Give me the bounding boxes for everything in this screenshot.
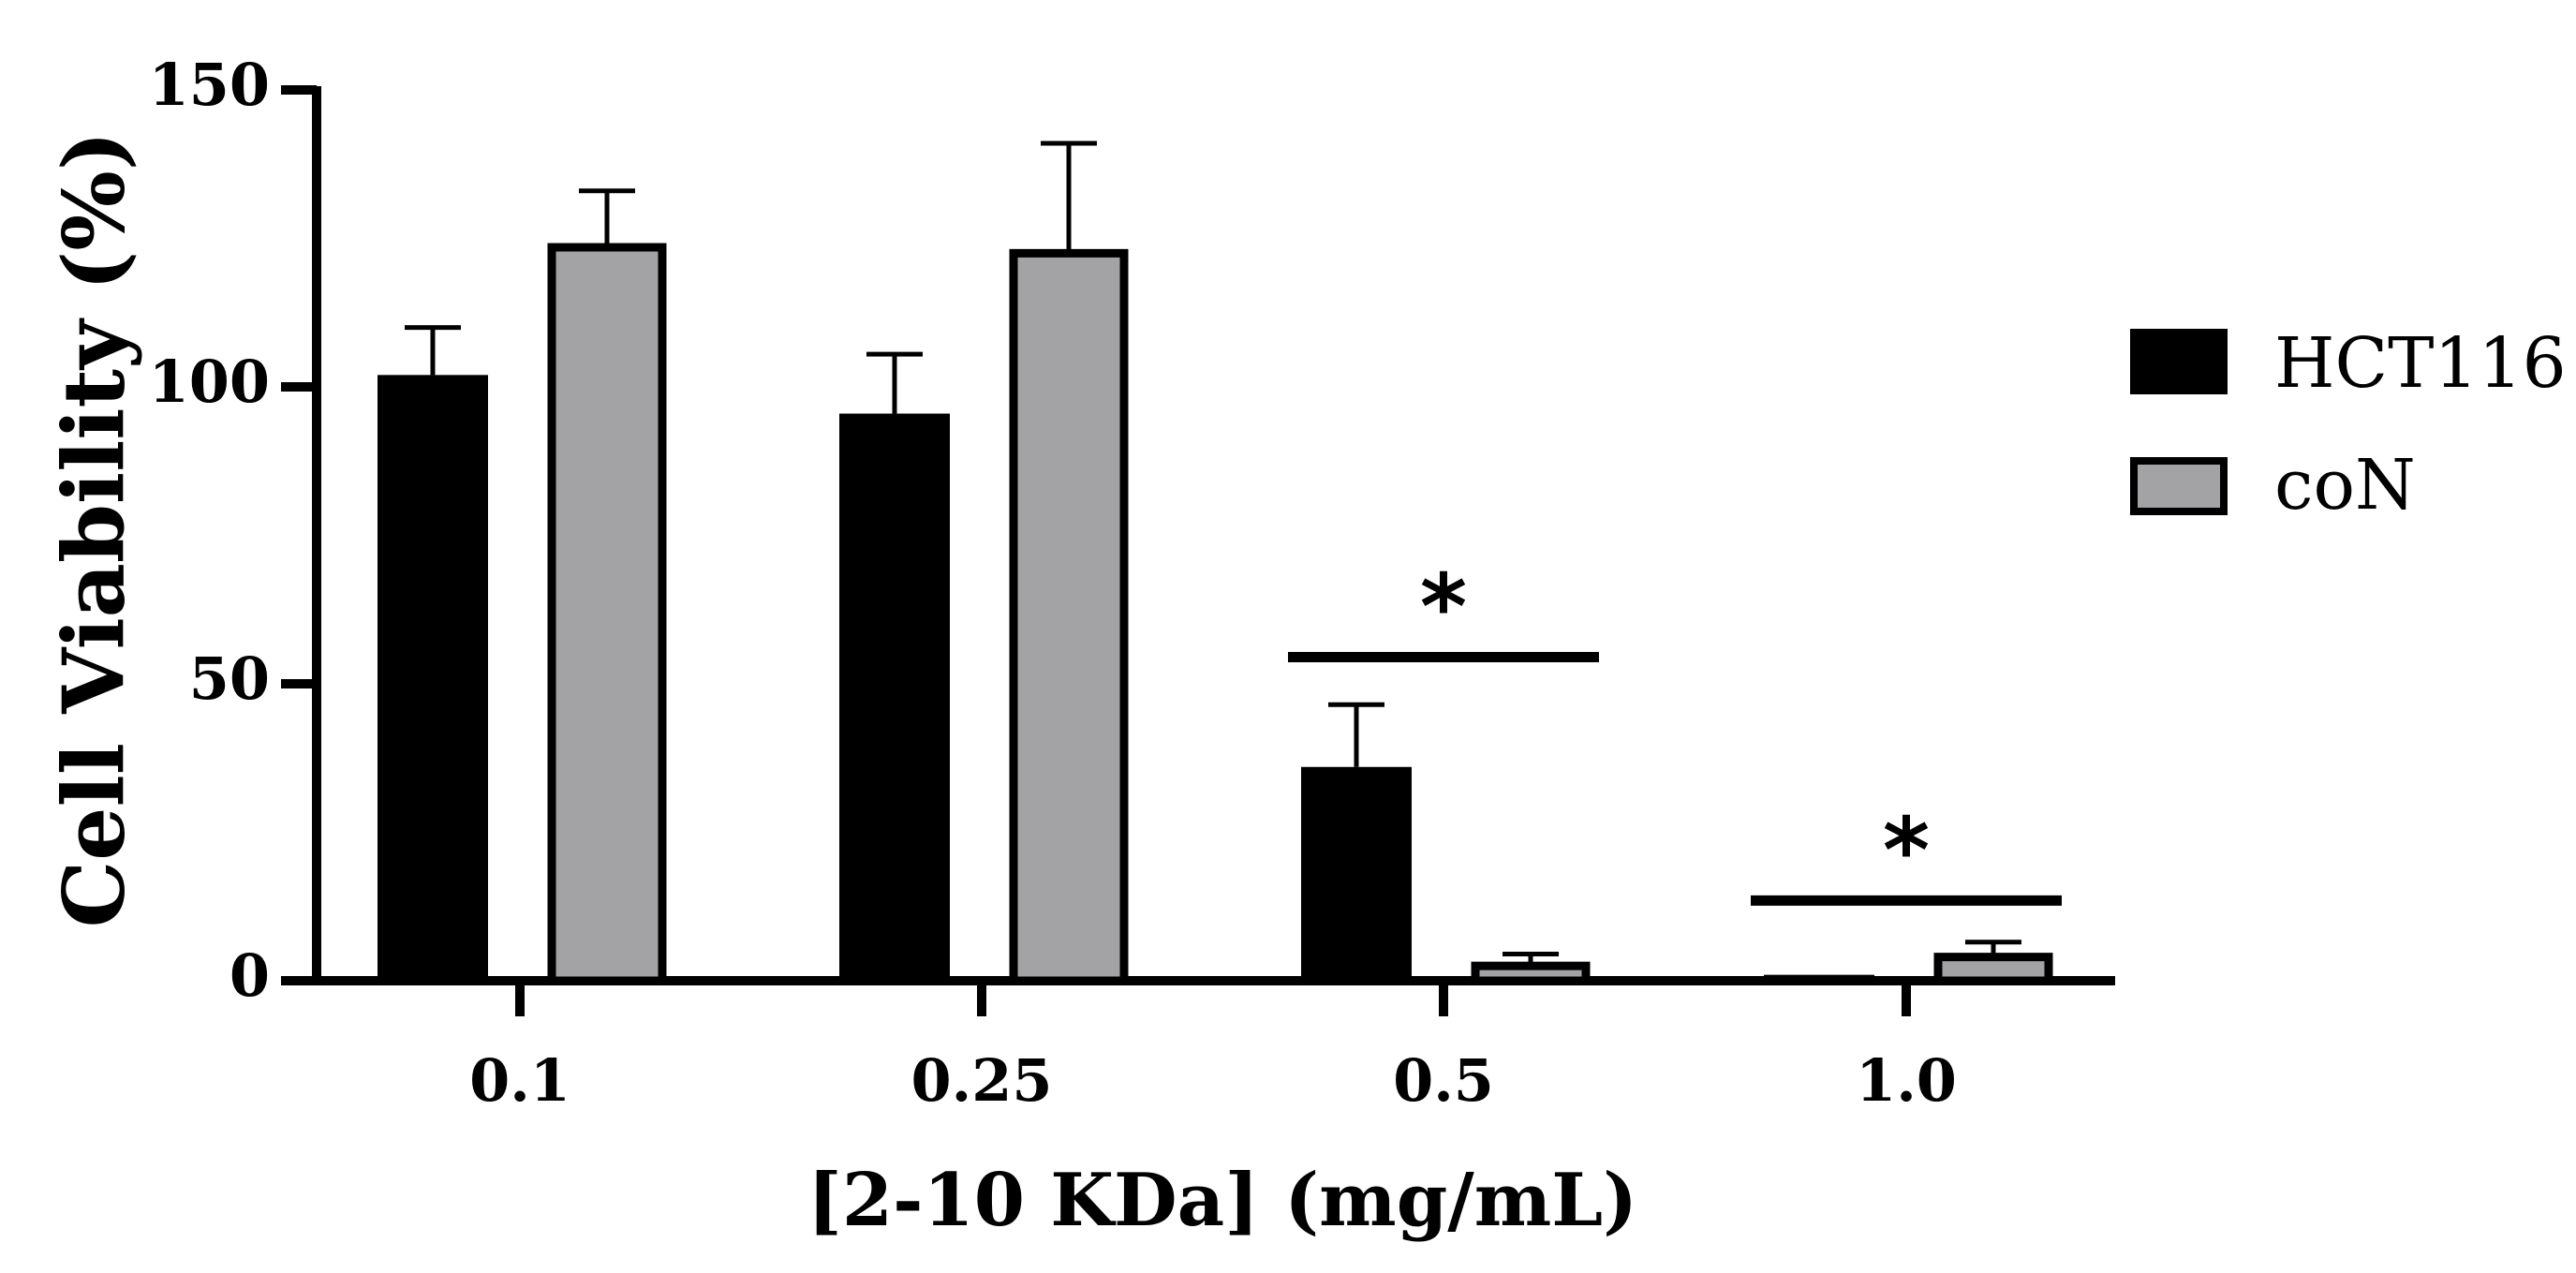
- error-bars: [405, 141, 2021, 967]
- y-tick-label-150: 150: [149, 51, 270, 119]
- y-tick-label-0: 0: [229, 941, 270, 1010]
- bar-hct116-0.25: [839, 413, 950, 981]
- legend-swatch-con: [2130, 457, 2228, 515]
- x-tick-label-0.25: 0.25: [910, 1046, 1052, 1115]
- y-tick-label-50: 50: [189, 644, 270, 713]
- x-axis-title: [2-10 KDa] (mg/mL): [807, 1158, 1637, 1243]
- significance-star-1.0: *: [1883, 798, 1930, 903]
- legend: HCT116 coN: [2130, 323, 2567, 525]
- bar-con-0.5: [1471, 961, 1591, 985]
- x-tick-label-0.5: 0.5: [1393, 1046, 1494, 1115]
- bar-con-1.0: [1933, 953, 2053, 985]
- y-tick-label-100: 100: [149, 348, 270, 416]
- bar-hct116-1.0: [1764, 974, 1874, 981]
- bar-con-0.1: [547, 243, 667, 985]
- legend-label-hct116: HCT116: [2274, 323, 2567, 404]
- bar-hct116-0.5: [1301, 766, 1412, 981]
- y-axis-title: Cell Viability (%): [45, 131, 144, 928]
- bar-con-0.25: [1009, 248, 1129, 985]
- significance-star-0.5: *: [1420, 555, 1467, 659]
- x-tick-label-0.1: 0.1: [469, 1046, 570, 1115]
- x-tick-label-1.0: 1.0: [1856, 1046, 1957, 1115]
- bar-hct116-0.1: [378, 375, 488, 981]
- bars: [378, 243, 2053, 985]
- legend-label-con: coN: [2274, 445, 2416, 525]
- significance-markers: **: [1288, 555, 2062, 906]
- legend-swatch-hct116: [2130, 329, 2228, 394]
